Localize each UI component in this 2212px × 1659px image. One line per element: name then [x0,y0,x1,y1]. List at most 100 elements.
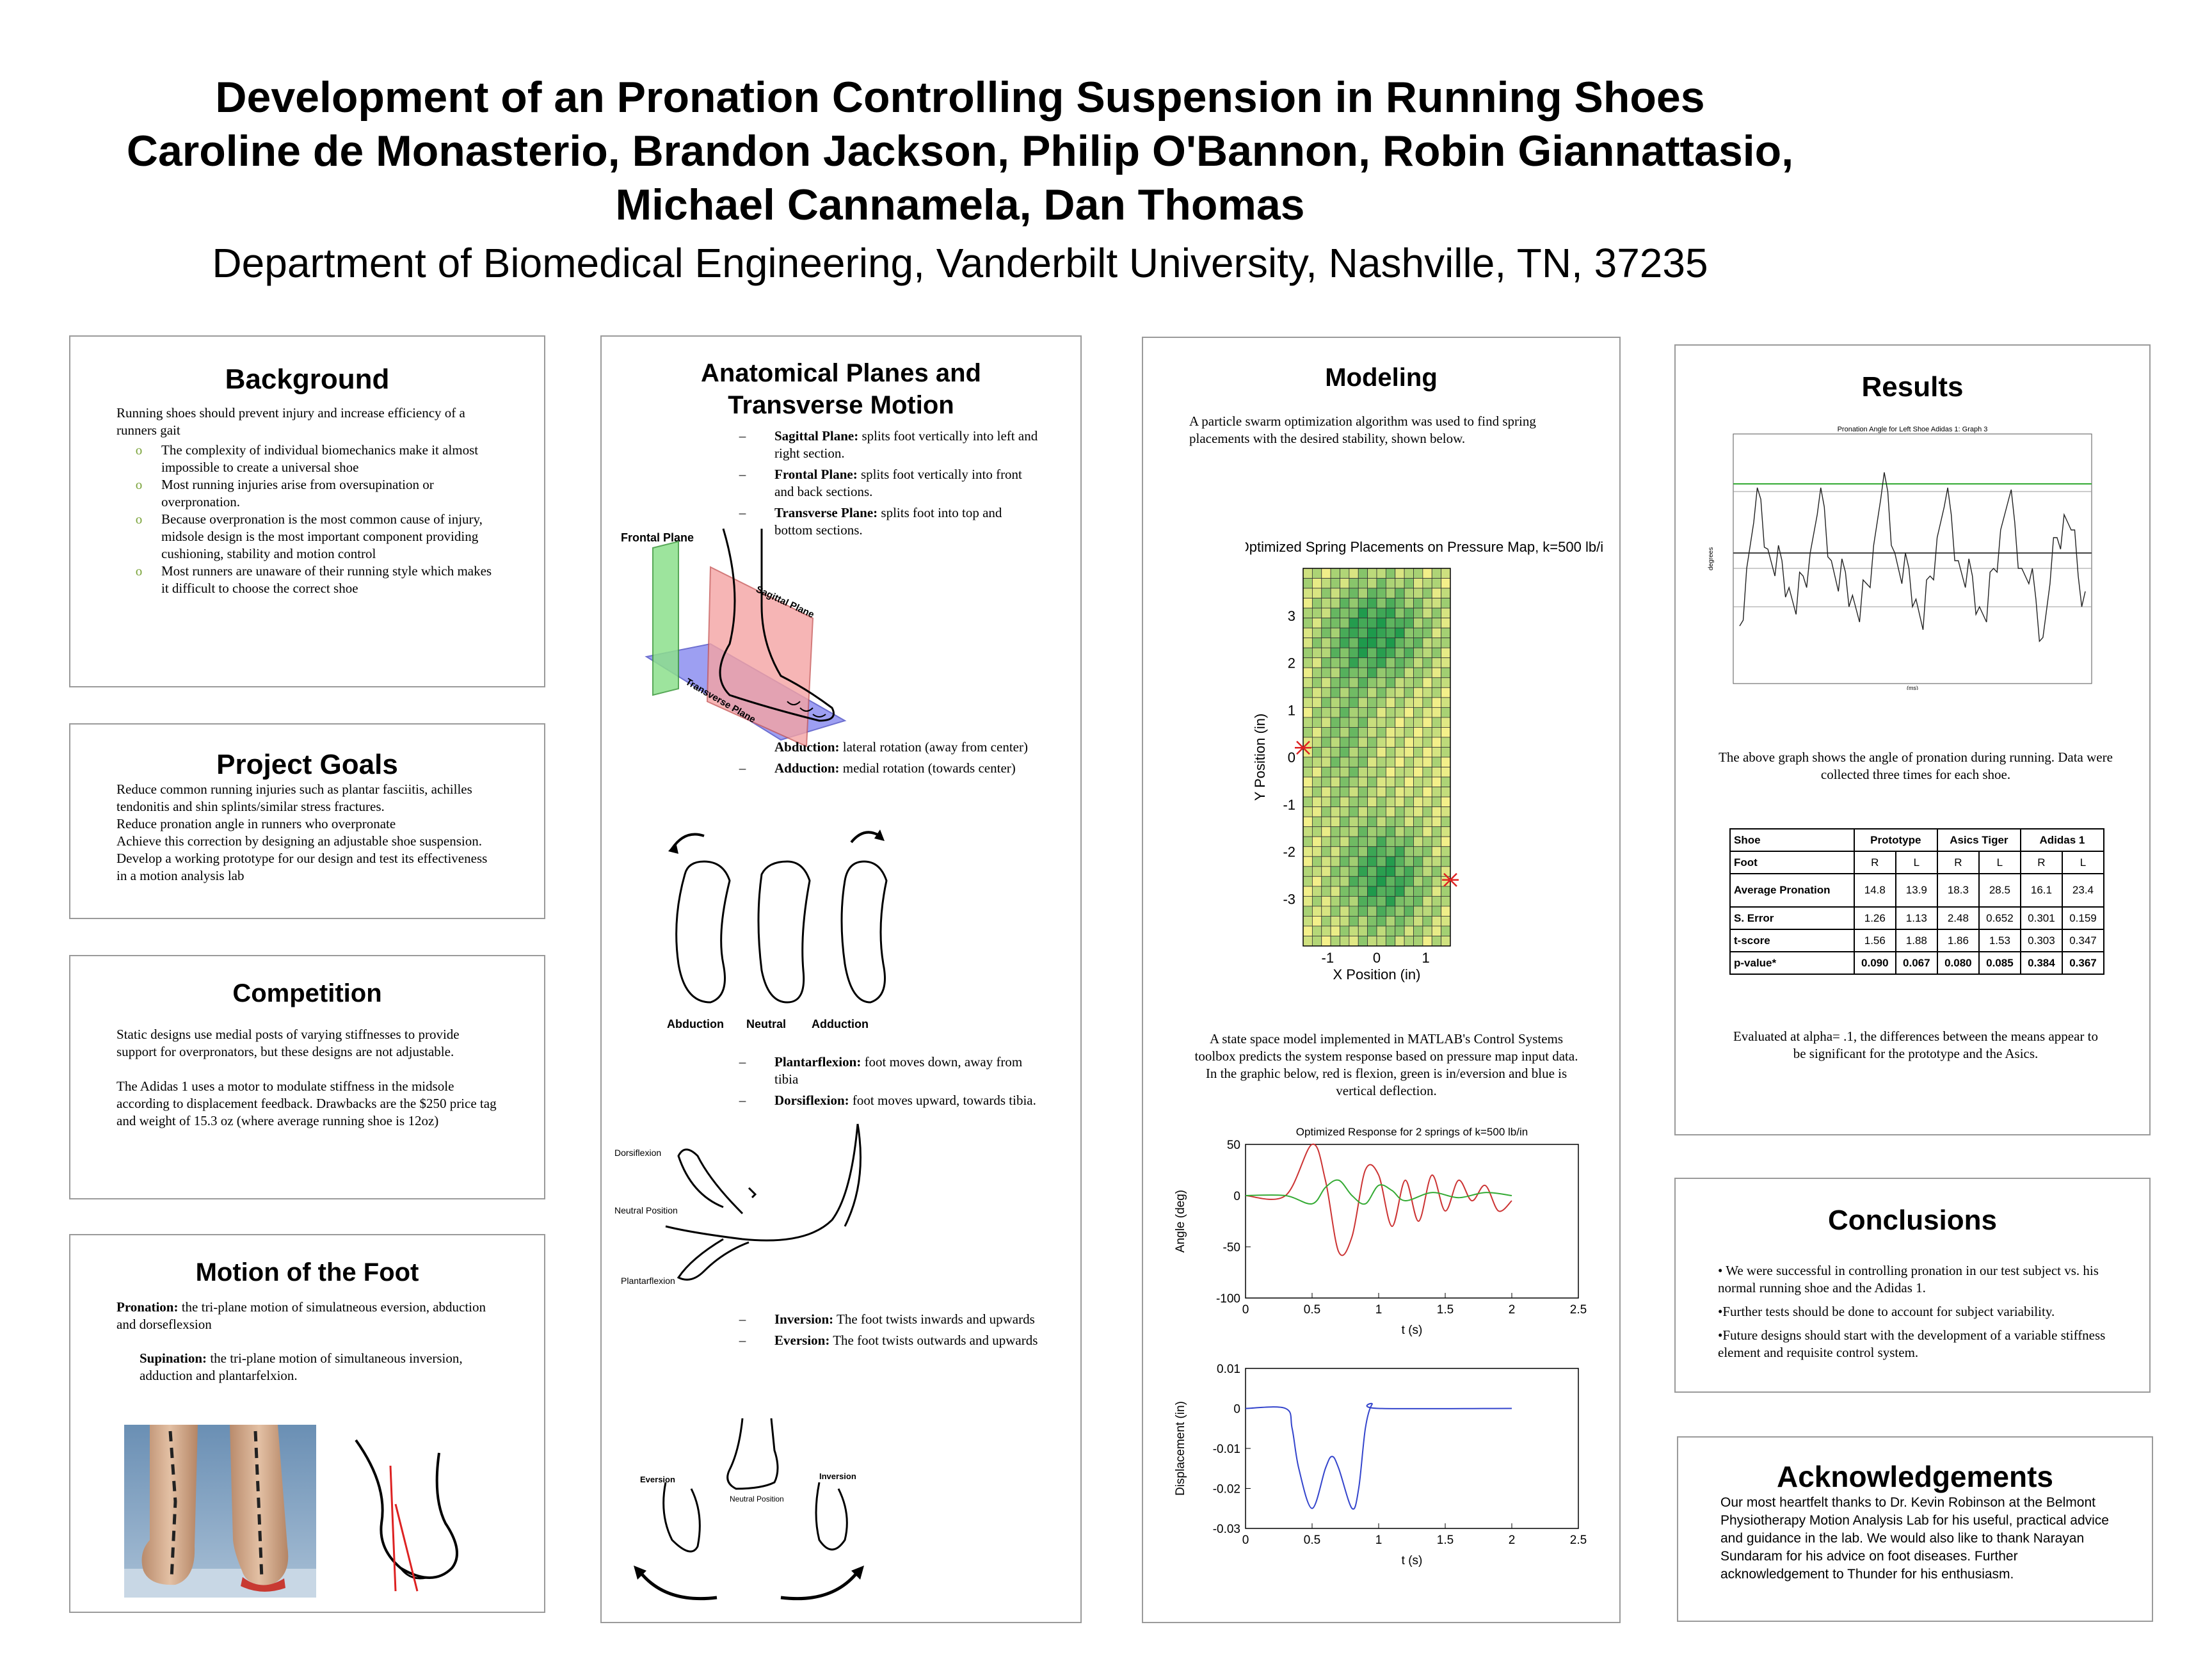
heatmap-cell [1349,647,1359,659]
heatmap-cell [1376,637,1386,648]
heatmap-cell [1376,856,1386,867]
frontal-plane-item: – Frontal Plane: splits foot vertically i… [739,467,1022,499]
heatmap-cell [1367,757,1377,767]
heatmap-cell [1441,697,1451,708]
heatmap-cell [1367,737,1377,748]
displacement-chart-ylabel: Displacement (in) [1174,1401,1187,1496]
heatmap-cell [1422,667,1432,678]
heatmap-cell [1349,796,1359,808]
heatmap-cell [1422,687,1432,698]
displacement-chart-xtick: 0.5 [1304,1534,1320,1547]
heatmap-cell [1395,926,1405,936]
heatmap-cell [1395,846,1405,857]
heatmap-cell [1302,637,1313,648]
heatmap-cell [1367,926,1377,936]
heatmap-cell [1349,667,1359,678]
heatmap-cell [1358,916,1368,927]
heatmap-cell [1385,667,1396,678]
heatmap-cell [1376,916,1386,927]
table-cell: 1.13 [1895,906,1938,930]
spring-marker [1295,741,1311,755]
heatmap-cell [1441,787,1451,797]
heatmap-cell [1404,926,1414,936]
heatmap-cell [1349,737,1359,748]
heatmap-cell [1431,627,1442,639]
heatmap-cell [1385,787,1396,797]
heatmap-cell [1441,627,1451,639]
heatmap-cell [1330,767,1340,778]
heatmap-cell [1431,657,1442,668]
heatmap-cell [1441,836,1451,847]
heatmap-cell [1376,906,1386,917]
angle-chart-series-line [1245,1179,1512,1205]
heatmap-cell [1340,816,1350,828]
heatmap-cell [1330,906,1340,917]
heatmap-cell [1413,717,1423,728]
table-header-row: Shoe Prototype Asics Tiger Adidas 1 [1729,828,2105,852]
results-title: Results [1861,371,1964,403]
heatmap-cell [1367,886,1377,897]
displacement-chart-series-line [1245,1402,1512,1510]
heatmap-cell [1311,637,1322,648]
heatmap-cell [1385,886,1396,897]
displacement-chart-xtick: 2.5 [1570,1534,1587,1547]
pronation-xlabel: (ms) [1907,685,1918,690]
heatmap-cell [1302,796,1313,808]
heatmap-cell [1311,607,1322,619]
heatmap-cell [1349,856,1359,867]
heatmap-cell [1395,796,1405,808]
spring-placement-heatmap: Optimized Spring Placements on Pressure … [1246,539,1604,982]
heatmap-cell [1441,806,1451,817]
displacement-chart-xlabel: t (s) [1402,1554,1423,1567]
heatmap-cell [1358,776,1368,787]
heatmap-cell [1413,796,1423,808]
heatmap-cell [1340,787,1350,797]
heatmap-cell [1349,578,1359,589]
heatmap-cell [1302,846,1313,857]
heatmap-cell [1422,906,1432,917]
heatmap-cell [1395,677,1405,688]
heatmap-cell [1367,667,1377,678]
heatmap-cell [1431,876,1442,887]
heatmap-cell [1431,677,1442,688]
heatmap-cell [1302,906,1313,917]
table-row: Average Pronation 14.8 13.9 18.3 28.5 16.1 23.… [1729,873,2105,908]
heatmap-cell [1422,627,1432,639]
heatmap-cell [1340,866,1350,877]
angle-chart-ytick: 50 [1227,1139,1240,1152]
heatmap-cell [1349,618,1359,629]
frontal-plane-label: Frontal Plane [621,531,694,544]
angle-chart-ylabel: Angle (deg) [1174,1190,1187,1253]
plantarflexion-label: Plantarflexion [621,1276,675,1286]
results-table: Shoe Prototype Asics Tiger Adidas 1 Foot R L R L… [1729,828,2105,975]
heatmap-cell [1422,677,1432,688]
table-cell: 0.067 [1895,951,1938,975]
heatmap-cell [1367,816,1377,828]
heatmap-cell [1358,876,1368,887]
heatmap-cell [1431,836,1442,847]
heatmap-cell [1330,727,1340,738]
abduction-item: Abduction: lateral rotation (away from c… [774,739,1028,755]
heatmap-cell [1367,906,1377,917]
heatmap-cell [1340,667,1350,678]
heatmap-cell [1349,767,1359,778]
table-cell: 1.86 [1936,929,1980,952]
heatmap-cell [1422,737,1432,748]
heatmap-cell [1367,657,1377,668]
heatmap-cell [1302,667,1313,678]
bullet-marker: o [135,477,143,492]
heatmap-cell [1376,895,1386,907]
heatmap-cell [1349,846,1359,857]
heatmap-cell [1385,727,1396,738]
heatmap-cell [1441,796,1451,808]
heatmap-cell [1349,826,1359,837]
heatmap-cell [1321,796,1331,808]
heatmap-cell [1358,816,1368,828]
heatmap-cell [1321,876,1331,887]
heatmap-cell [1321,836,1331,847]
heatmap-cell [1302,727,1313,738]
heatmap-cell [1330,806,1340,817]
heatmap-cell [1311,707,1322,718]
angle-chart-xtick: 1.5 [1437,1303,1454,1317]
heatmap-ytick: -2 [1283,844,1295,860]
